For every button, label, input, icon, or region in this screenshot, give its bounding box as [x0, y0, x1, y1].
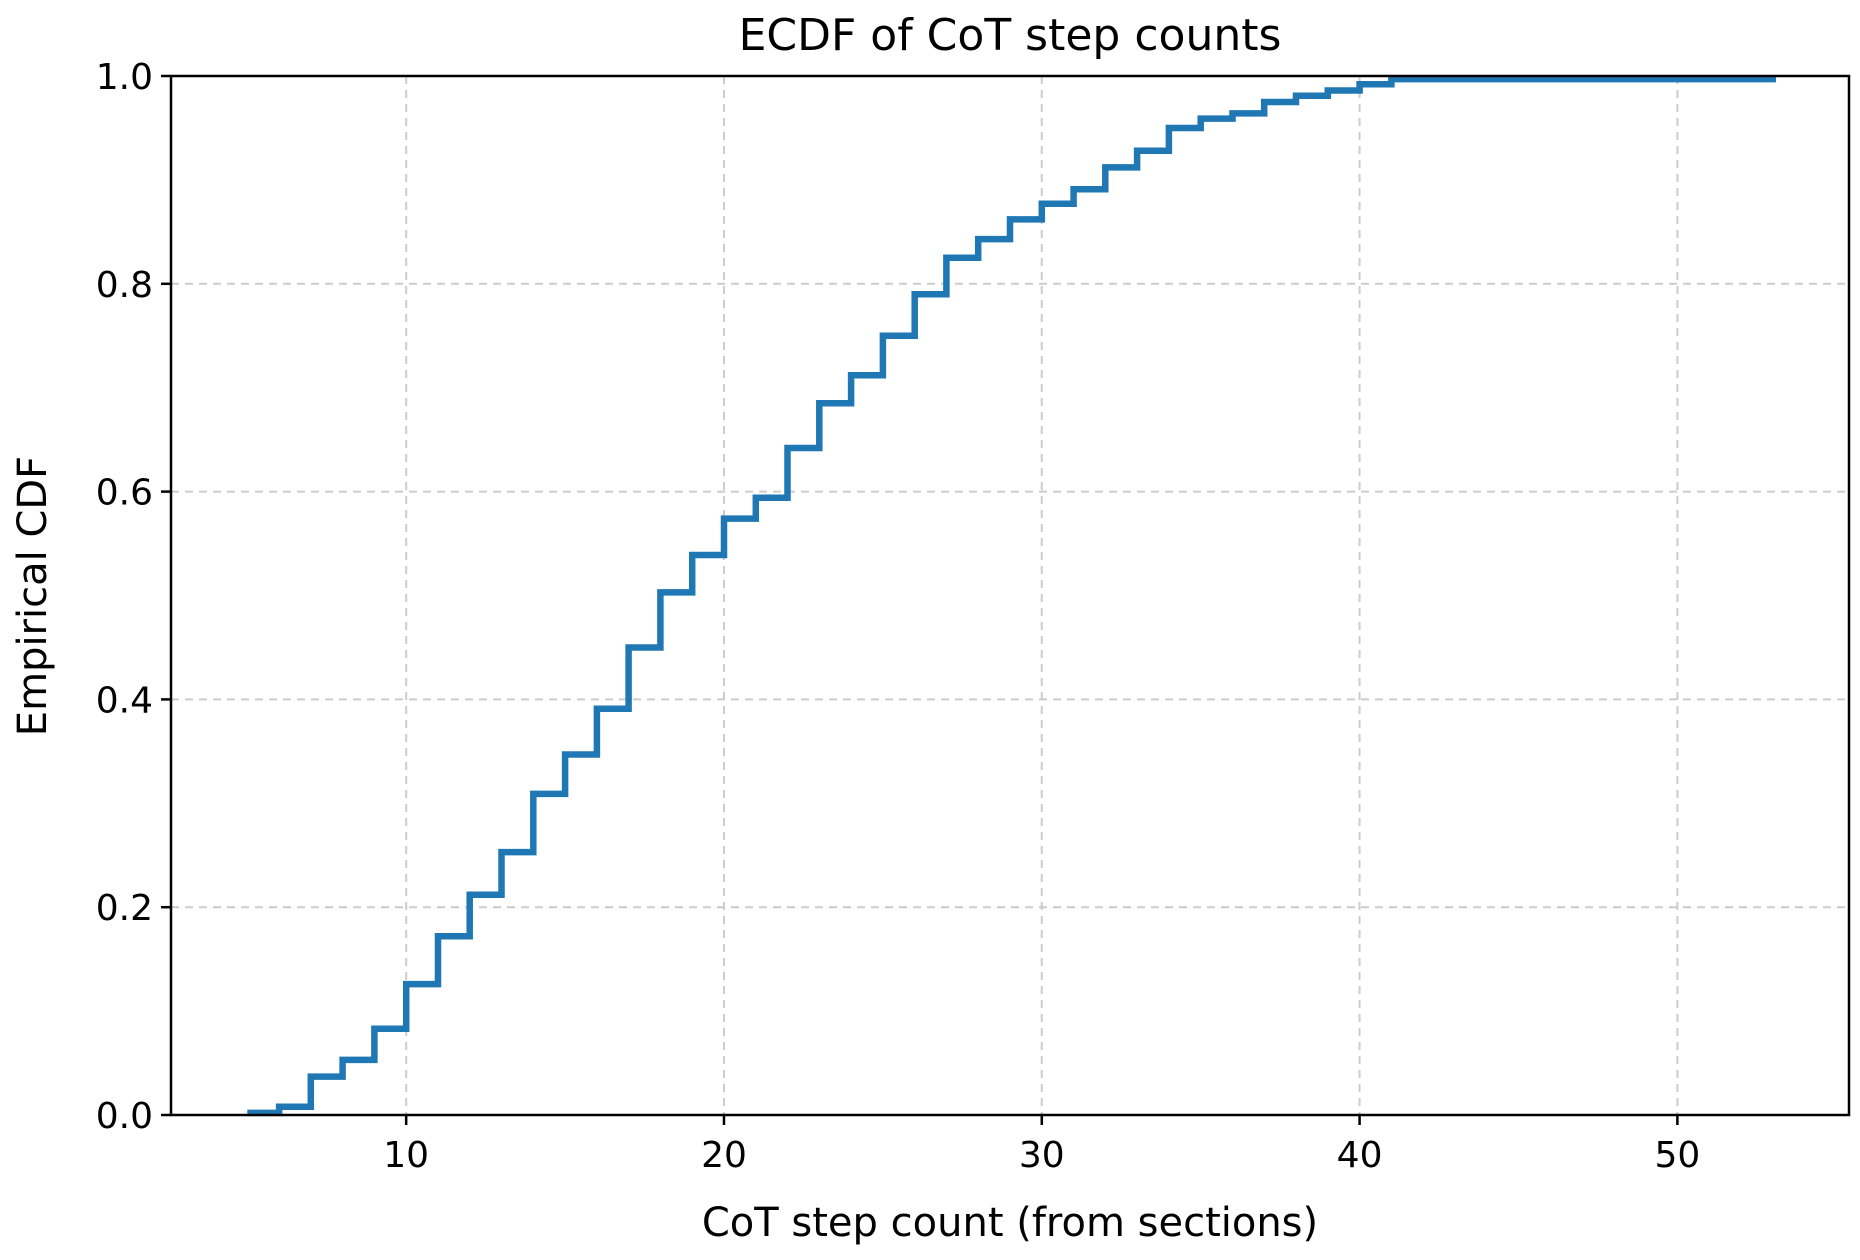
grid-layer	[171, 75, 1849, 1116]
plot-frame	[169, 74, 1851, 1117]
x-axis-title: CoT step count (from sections)	[702, 1200, 1318, 1246]
y-axis-title: Empirical CDF	[10, 456, 56, 736]
x-tick-label: 40	[1337, 1135, 1383, 1176]
x-tick-label: 10	[383, 1135, 429, 1176]
series-layer	[247, 75, 1776, 1117]
x-tick-label: 50	[1654, 1135, 1700, 1176]
y-tick-label: 0.2	[96, 888, 153, 929]
y-tick-label: 0.0	[96, 1096, 153, 1137]
y-tick-label: 0.4	[96, 680, 153, 721]
y-tick-label: 0.6	[96, 473, 153, 514]
x-tick-label: 20	[701, 1135, 747, 1176]
x-tick-label: 30	[1019, 1135, 1065, 1176]
tick-layer: 10 20 30 40 50 0.0 0.2 0.4 0.6 0.8 1.0	[96, 57, 1701, 1176]
y-tick-label: 1.0	[96, 57, 153, 98]
ecdf-series-line	[247, 75, 1776, 1117]
chart-title: ECDF of CoT step counts	[739, 10, 1282, 61]
y-tick-label: 0.8	[96, 265, 153, 306]
